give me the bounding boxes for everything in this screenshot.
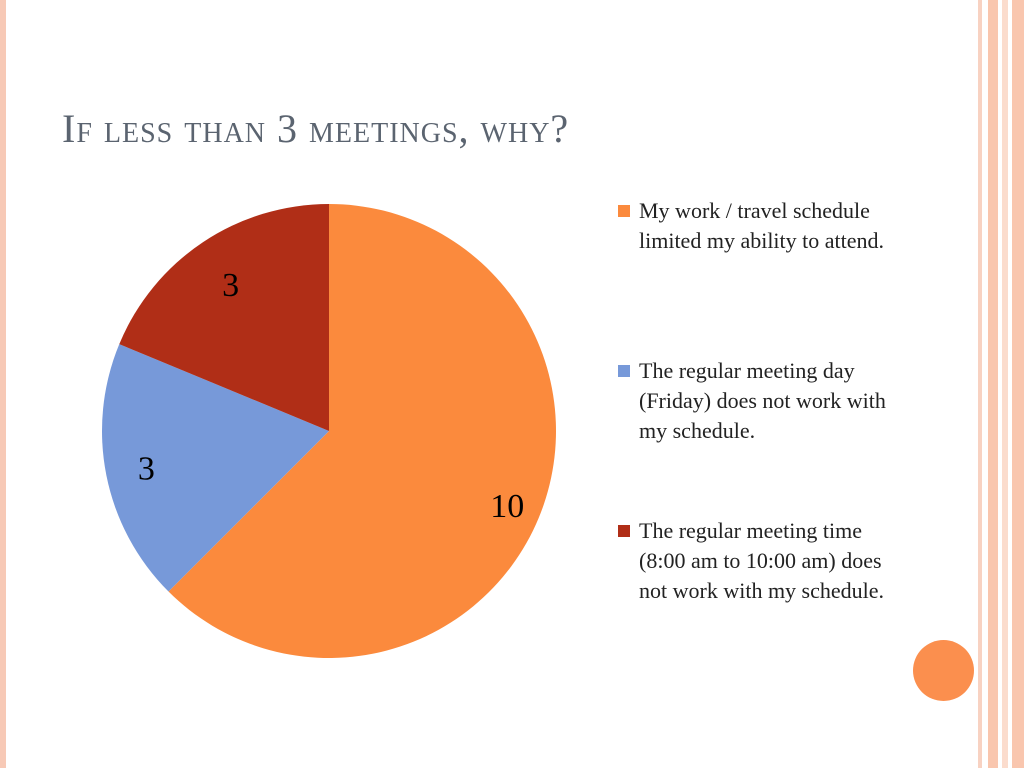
slide-title: If less than 3 meetings, why? (62, 106, 570, 151)
legend-label: The regular meeting time (8:00 am to 10:… (639, 518, 885, 603)
stripe (1002, 0, 1008, 768)
stripe (988, 0, 998, 768)
data-label: 3 (222, 267, 239, 304)
legend-entry: The regular meeting day (Friday) does no… (618, 356, 908, 446)
pie-slice (119, 203, 329, 431)
legend-label: My work / travel schedule limited my abi… (639, 198, 885, 253)
legend-swatch (618, 365, 630, 377)
right-decorative-stripes (978, 0, 1024, 768)
pie-slice (102, 344, 329, 592)
legend-entry: The regular meeting time (8:00 am to 10:… (618, 516, 908, 606)
pie-slice (168, 204, 556, 658)
left-border-stripe (0, 0, 6, 768)
legend-entry: My work / travel schedule limited my abi… (618, 196, 908, 256)
legend-swatch (618, 525, 630, 537)
stripe (1012, 0, 1024, 768)
decorative-orange-circle (913, 640, 974, 701)
legend-swatch (618, 205, 630, 217)
legend-label: The regular meeting day (Friday) does no… (639, 358, 886, 443)
stripe (978, 0, 982, 768)
data-label: 10 (490, 488, 524, 525)
data-label: 3 (138, 450, 155, 487)
